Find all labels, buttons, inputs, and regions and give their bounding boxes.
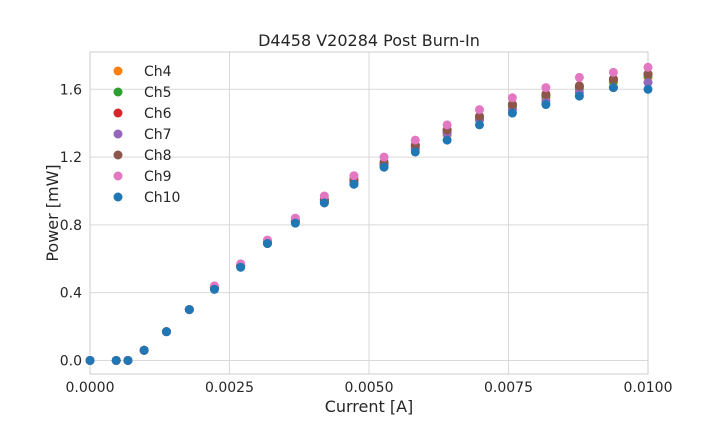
x-tick-label: 0.0000 [66, 380, 115, 396]
legend-item: Ch4 [113, 64, 172, 80]
legend-marker [113, 129, 123, 139]
data-point [410, 147, 420, 157]
data-point [184, 305, 194, 315]
data-point [209, 284, 219, 294]
data-point [123, 355, 133, 365]
legend-marker [113, 87, 123, 97]
data-point [442, 120, 452, 130]
series-ch10 [85, 83, 653, 365]
legend-label: Ch5 [144, 85, 172, 101]
data-point [290, 218, 300, 228]
x-tick-label: 0.0050 [345, 380, 394, 396]
legend-marker [113, 171, 123, 181]
data-point [643, 84, 653, 94]
data-point [507, 93, 517, 103]
data-point [474, 111, 484, 121]
data-point [236, 262, 246, 272]
data-point [474, 120, 484, 130]
data-point [349, 171, 359, 181]
data-point [507, 108, 517, 118]
data-point [574, 81, 584, 91]
x-axis-label: Current [A] [325, 397, 414, 416]
legend-label: Ch8 [144, 148, 172, 164]
y-tick-labels: 0.0 0.4 0.8 1.2 1.6 [60, 82, 82, 369]
data-points [85, 62, 653, 365]
data-point [111, 355, 121, 365]
y-tick-label: 1.6 [60, 82, 82, 98]
data-point [608, 83, 618, 93]
data-point [442, 135, 452, 145]
legend-marker [113, 150, 123, 160]
legend-marker [113, 192, 123, 202]
y-tick-label: 0.8 [60, 218, 82, 234]
legend-label: Ch4 [144, 64, 172, 80]
data-point [541, 83, 551, 93]
data-point [643, 78, 653, 88]
legend-item: Ch8 [113, 148, 172, 164]
x-tick-labels: 0.0000 0.0025 0.0050 0.0075 0.0100 [66, 380, 673, 396]
data-point [608, 67, 618, 77]
legend-item: Ch6 [113, 106, 172, 122]
data-point [574, 72, 584, 82]
data-point [507, 100, 517, 110]
data-point [608, 74, 618, 84]
chart-title: D4458 V20284 Post Burn-In [258, 31, 480, 50]
data-point [379, 152, 389, 162]
legend-label: Ch10 [144, 190, 180, 206]
data-point [410, 135, 420, 145]
data-point [379, 162, 389, 172]
legend-marker [113, 108, 123, 118]
y-tick-label: 0.4 [60, 286, 82, 302]
data-point [139, 345, 149, 355]
legend-label: Ch9 [144, 169, 172, 185]
data-point [262, 239, 272, 249]
data-point [474, 105, 484, 115]
legend-item: Ch10 [113, 190, 180, 206]
legend-label: Ch7 [144, 127, 172, 143]
y-tick-label: 0.0 [60, 353, 82, 369]
legend: Ch4 Ch5 Ch6 Ch7 Ch8 Ch9 Ch10 [113, 64, 180, 206]
y-tick-label: 1.2 [60, 150, 82, 166]
legend-marker [113, 66, 123, 76]
data-point [161, 327, 171, 337]
x-tick-label: 0.0100 [624, 380, 673, 396]
legend-label: Ch6 [144, 106, 172, 122]
x-tick-label: 0.0025 [205, 380, 254, 396]
data-point [85, 355, 95, 365]
y-axis-label: Power [mW] [43, 164, 62, 261]
data-point [574, 91, 584, 101]
legend-item: Ch7 [113, 127, 172, 143]
legend-item: Ch9 [113, 169, 172, 185]
data-point [319, 191, 329, 201]
data-point [349, 179, 359, 189]
data-point [643, 62, 653, 72]
x-tick-label: 0.0075 [484, 380, 533, 396]
data-point [643, 69, 653, 79]
data-point [319, 198, 329, 208]
data-point [541, 89, 551, 99]
data-point [541, 100, 551, 110]
plot-frame [89, 51, 649, 375]
legend-item: Ch5 [113, 85, 172, 101]
